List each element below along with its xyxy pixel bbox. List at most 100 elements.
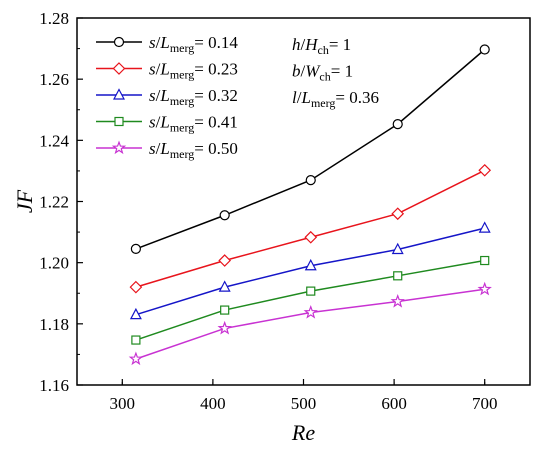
data-point <box>218 280 231 292</box>
data-point <box>478 221 491 233</box>
label-subscript: merg <box>170 121 194 135</box>
data-point <box>218 254 232 267</box>
data-point <box>219 210 230 221</box>
legend-marker <box>111 140 127 155</box>
data-point <box>306 286 316 296</box>
series-4 <box>128 281 492 366</box>
x-tick-label: 600 <box>381 394 407 413</box>
label-part: s <box>149 139 156 158</box>
data-point <box>131 335 141 345</box>
label-part: s <box>149 60 156 79</box>
data-point <box>220 305 230 315</box>
label-part: L <box>300 88 310 107</box>
legend-marker <box>113 88 125 100</box>
series-0 <box>130 44 490 255</box>
label-part: / <box>156 113 161 132</box>
label-part: b <box>292 62 301 81</box>
label-part: s <box>149 33 156 52</box>
legend-marker <box>112 62 126 75</box>
legend-label: s/Lmerg= 0.14 <box>149 33 238 55</box>
label-subscript: merg <box>170 147 194 161</box>
series-3 <box>131 255 490 345</box>
label-value: = 1 <box>329 35 351 54</box>
label-part: / <box>301 35 306 54</box>
label-part: H <box>304 35 319 54</box>
label-part: L <box>159 33 169 52</box>
data-point <box>217 320 232 335</box>
legend-marker <box>114 116 124 127</box>
y-tick-label: 1.18 <box>39 315 69 334</box>
annotation-text: b/Wch= 1 <box>292 62 353 84</box>
label-value: = 0.14 <box>194 33 238 52</box>
legend-item: s/Lmerg= 0.23 <box>96 60 238 82</box>
data-point <box>304 230 318 244</box>
label-part: h <box>292 35 301 54</box>
data-point <box>393 271 403 281</box>
label-part: L <box>159 60 169 79</box>
legend-label: s/Lmerg= 0.32 <box>149 86 238 108</box>
legend-item: s/Lmerg= 0.32 <box>96 86 238 108</box>
y-tick-label: 1.16 <box>39 376 69 395</box>
y-tick-label: 1.24 <box>39 131 69 150</box>
x-tick-label: 300 <box>110 394 136 413</box>
y-tick-label: 1.22 <box>39 193 69 212</box>
legend-label: s/Lmerg= 0.23 <box>149 60 238 82</box>
legend-item: s/Lmerg= 0.41 <box>96 113 238 135</box>
annotation-text: h/Hch= 1 <box>292 35 351 57</box>
y-tick-label: 1.20 <box>39 254 69 273</box>
label-part: L <box>159 86 169 105</box>
tick-labels: 300 400 500 600 700 1.16 1.18 1.20 1.22 1.24 1.26 1… <box>39 9 497 413</box>
data-point <box>390 293 405 308</box>
y-tick-label: 1.26 <box>39 70 69 89</box>
legend-label: s/Lmerg= 0.41 <box>149 113 238 135</box>
label-subscript: merg <box>311 96 335 110</box>
series-line <box>135 288 485 360</box>
data-point <box>130 243 141 255</box>
data-point <box>305 174 316 186</box>
series-1 <box>129 163 492 294</box>
label-part: W <box>305 62 321 81</box>
data-point <box>304 258 317 271</box>
label-part: / <box>297 88 302 107</box>
x-tick-label: 400 <box>200 394 226 413</box>
legend: s/Lmerg= 0.14s/Lmerg= 0.23s/Lmerg= 0.32s… <box>96 33 238 161</box>
series-line <box>135 259 485 341</box>
label-part: / <box>156 86 161 105</box>
legend-item: s/Lmerg= 0.50 <box>96 139 238 161</box>
label-subscript: merg <box>170 68 194 82</box>
label-value: = 1 <box>331 62 353 81</box>
data-point <box>392 119 403 130</box>
label-part: L <box>159 113 169 132</box>
data-point <box>479 44 490 55</box>
parameter-annotations: h/Hch= 1b/Wch= 1l/Lmerg= 0.36 <box>292 35 379 110</box>
label-subscript: merg <box>170 41 194 55</box>
y-axis-title: JF <box>12 189 37 213</box>
label-value: = 0.32 <box>194 86 238 105</box>
x-axis-title: Re <box>291 420 315 445</box>
label-part: / <box>301 62 306 81</box>
data-point <box>391 207 405 221</box>
label-value: = 0.50 <box>194 139 238 158</box>
label-value: = 0.41 <box>194 113 238 132</box>
series-layer <box>128 44 492 366</box>
label-part: / <box>156 139 161 158</box>
label-subscript: ch <box>318 43 329 57</box>
label-part: s <box>149 86 156 105</box>
label-part: L <box>159 139 169 158</box>
data-point <box>391 242 404 255</box>
annotation-text: l/Lmerg= 0.36 <box>292 88 379 110</box>
label-part: / <box>156 33 161 52</box>
plot-frame <box>76 17 531 386</box>
data-point <box>129 307 142 320</box>
legend-item: s/Lmerg= 0.14 <box>96 33 238 55</box>
x-tick-label: 500 <box>291 394 317 413</box>
label-subscript: merg <box>170 94 194 108</box>
data-point <box>477 281 492 296</box>
label-part: s <box>149 113 156 132</box>
data-point <box>129 280 143 294</box>
data-point <box>480 255 490 266</box>
legend-marker <box>113 36 125 48</box>
label-part: l <box>292 88 297 107</box>
x-tick-label: 700 <box>472 394 498 413</box>
